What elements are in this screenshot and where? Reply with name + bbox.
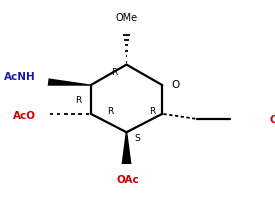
Text: R: R xyxy=(75,95,81,104)
Text: R: R xyxy=(107,107,113,116)
Text: OAc: OAc xyxy=(117,174,139,184)
Text: O: O xyxy=(172,80,180,90)
Text: AcO: AcO xyxy=(13,110,36,120)
Text: AcNH: AcNH xyxy=(4,72,36,81)
Polygon shape xyxy=(122,133,131,164)
Text: R: R xyxy=(111,68,117,77)
Polygon shape xyxy=(48,79,91,86)
Text: R: R xyxy=(150,107,156,116)
Text: S: S xyxy=(135,133,141,142)
Text: OAc: OAc xyxy=(270,114,275,124)
Text: OMe: OMe xyxy=(116,12,138,22)
